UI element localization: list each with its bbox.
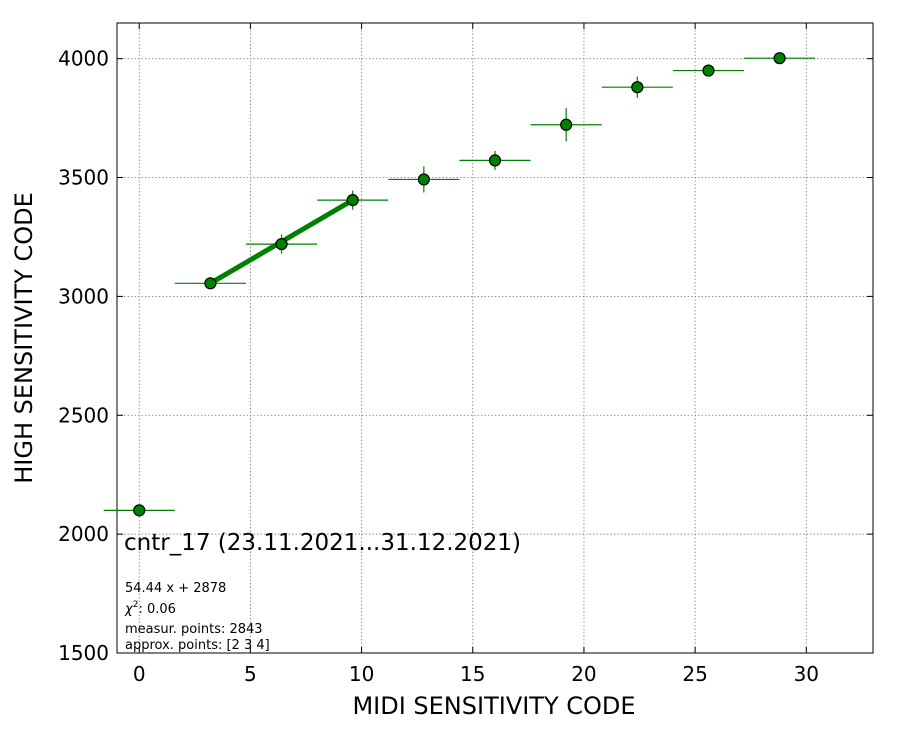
y-tick-label: 4000 xyxy=(58,47,109,71)
y-tick-label: 2000 xyxy=(58,522,109,546)
annotation-measur-points: measur. points: 2843 xyxy=(125,622,263,637)
x-tick-label: 5 xyxy=(244,662,257,686)
ticklabel-layer: 0 5 10 15 20 25 30 1500 2000 2500 3000 3500 4000 xyxy=(58,47,819,686)
plot-frame xyxy=(116,22,874,654)
x-axis-label: MIDI SENSITIVITY CODE xyxy=(352,692,635,720)
chi2-symbol: χ xyxy=(124,602,134,617)
x-tick-label: 0 xyxy=(133,662,146,686)
y-tick-label: 3500 xyxy=(58,166,109,190)
data-point xyxy=(773,52,786,65)
y-tick-label: 3000 xyxy=(58,284,109,308)
x-tick-label: 15 xyxy=(460,662,485,686)
data-point xyxy=(133,504,146,517)
grid-layer xyxy=(117,23,873,654)
y-axis-label: HIGH SENSITIVITY CODE xyxy=(10,192,38,484)
x-tick-label: 25 xyxy=(682,662,707,686)
chi2-value: : 0.06 xyxy=(138,602,175,617)
x-tick-label: 20 xyxy=(571,662,596,686)
points-layer xyxy=(133,52,786,517)
annotation-chi2: χ2: 0.06 xyxy=(124,600,176,617)
annotation-title: cntr_17 (23.11.2021...31.12.2021) xyxy=(124,530,521,556)
x-tick-label: 10 xyxy=(349,662,374,686)
y-tick-label: 2500 xyxy=(58,403,109,427)
x-tick-label: 30 xyxy=(794,662,819,686)
data-point xyxy=(631,81,644,94)
data-point xyxy=(204,277,217,290)
y-tick-label: 1500 xyxy=(58,641,109,665)
data-point xyxy=(560,118,573,131)
chi2-superscript: 2 xyxy=(133,600,139,610)
annotation-equation: 54.44 x + 2878 xyxy=(125,581,226,596)
data-point xyxy=(488,154,502,167)
data-point xyxy=(346,194,359,207)
data-point xyxy=(275,237,288,251)
data-point xyxy=(417,173,430,186)
data-point xyxy=(702,64,715,77)
annotation-approx-points: approx. points: [2 3 4] xyxy=(125,638,270,653)
axes-layer xyxy=(116,22,874,654)
